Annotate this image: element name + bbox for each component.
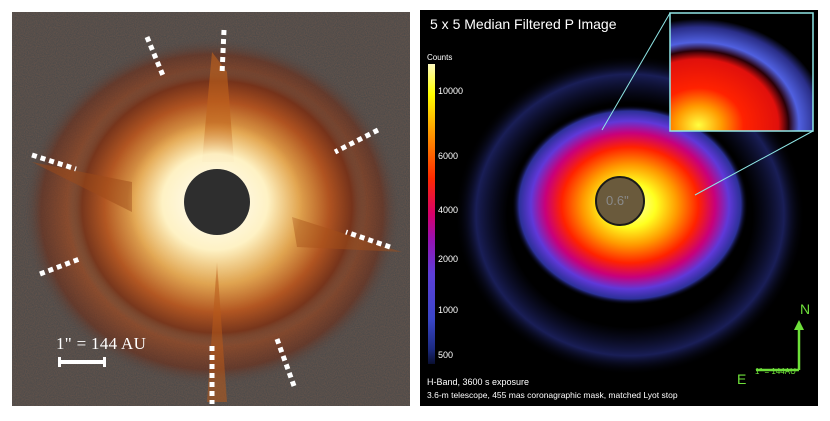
caption-line-1: H-Band, 3600 s exposure	[427, 377, 530, 387]
left-disk-image: 1" = 144 AU	[12, 12, 410, 406]
compass-scale-label: 1" = 144AU	[755, 367, 796, 376]
caption-line-2: 3.6-m telescope, 455 mas coronagraphic m…	[427, 390, 678, 400]
colorbar	[428, 64, 435, 364]
colorbar-tick: 500	[438, 350, 454, 360]
colorbar-tick: 1000	[438, 305, 459, 315]
mask-size-label: 0.6"	[606, 193, 629, 208]
right-polarization-image: 5 x 5 Median Filtered P Image Counts 100…	[420, 10, 818, 406]
left-disk-graphic	[12, 12, 410, 406]
colorbar-label: Counts	[427, 53, 453, 62]
colorbar-tick: 4000	[438, 205, 459, 215]
image-title: 5 x 5 Median Filtered P Image	[430, 16, 617, 32]
compass-north-label: N	[800, 301, 811, 317]
colorbar-tick: 10000	[438, 86, 464, 96]
scale-bar	[58, 357, 106, 367]
direction-markers	[31, 29, 391, 404]
colorbar-tick: 6000	[438, 151, 459, 161]
compass-east-label: E	[737, 371, 747, 387]
colorbar-tick: 2000	[438, 254, 459, 264]
right-disk-graphic	[420, 10, 818, 406]
scale-label: 1" = 144 AU	[56, 334, 147, 353]
